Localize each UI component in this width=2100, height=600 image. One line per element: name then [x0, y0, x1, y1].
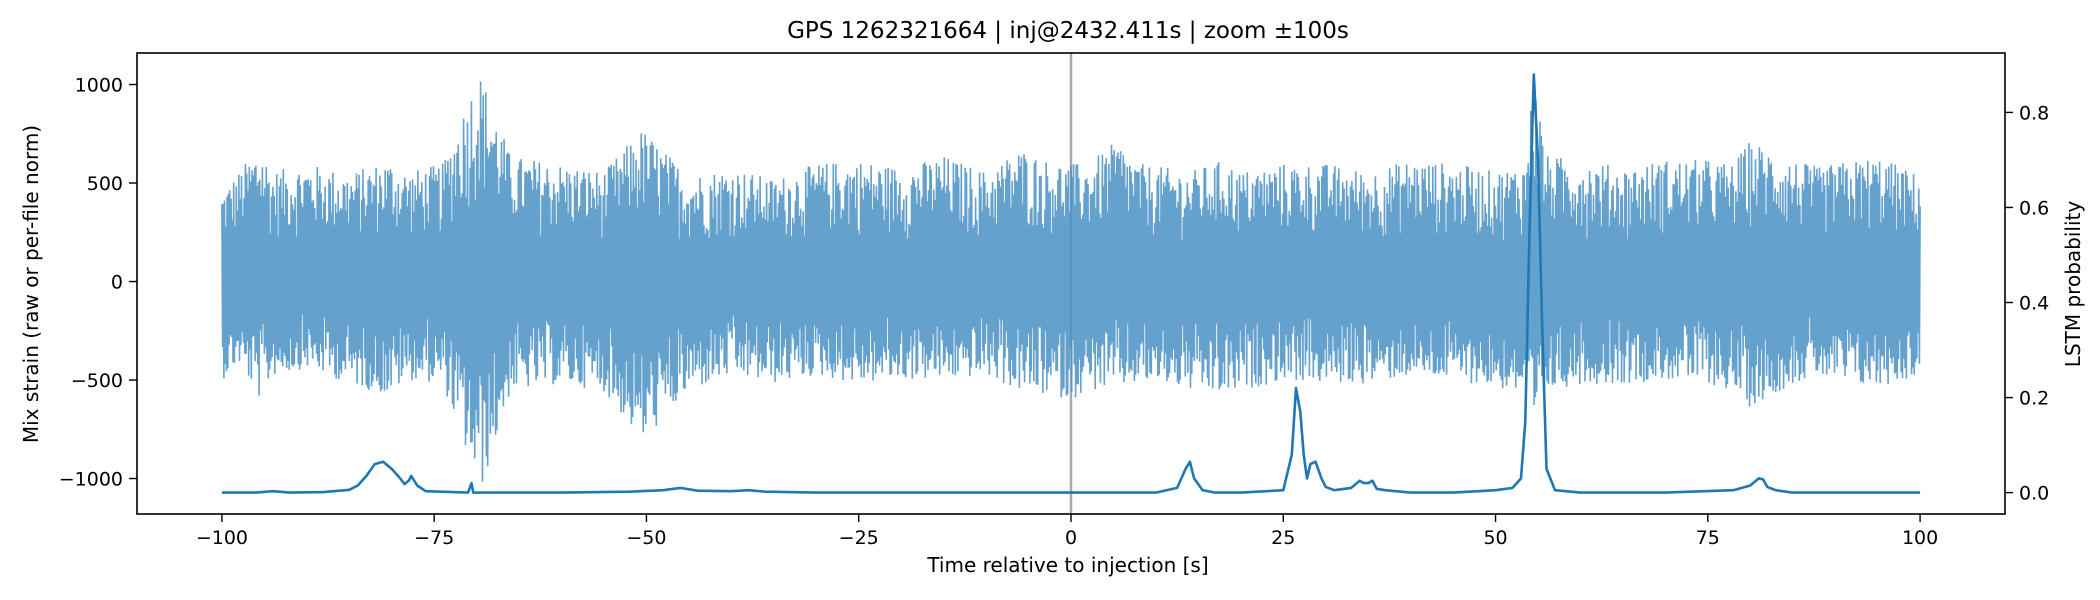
x-tick-label: 0: [1065, 527, 1077, 549]
y2-tick-label: 0.0: [2019, 483, 2049, 505]
y2-tick-label: 0.6: [2019, 197, 2049, 219]
y-tick-label: −1000: [59, 469, 123, 491]
y2-tick-label: 0.8: [2019, 102, 2049, 124]
y2-axis-label: LSTM probability: [2061, 201, 2085, 368]
x-axis-label: Time relative to injection [s]: [926, 553, 1208, 577]
y-tick-label: 500: [87, 173, 123, 195]
y-tick-label: −500: [71, 370, 123, 392]
x-tick-label: −50: [626, 527, 666, 549]
x-tick-label: 25: [1271, 527, 1295, 549]
y-tick-label: 0: [111, 272, 123, 294]
x-tick-label: −75: [414, 527, 454, 549]
x-tick-label: −100: [196, 527, 248, 549]
probability-layer: [221, 73, 1921, 494]
plot-area: [221, 53, 1921, 514]
x-tick-label: 75: [1696, 527, 1720, 549]
y-axis-left: −1000 −500 0 500 1000: [59, 75, 137, 491]
strain-series-line: [221, 81, 1921, 482]
strain-layer: [221, 81, 1921, 482]
y-axis-right: 0.0 0.2 0.4 0.6 0.8: [2005, 102, 2049, 505]
probability-series-line: [221, 73, 1921, 494]
y-tick-label: 1000: [75, 75, 123, 97]
x-axis: −100 −75 −50 −25 0 25 50 75 100: [196, 514, 1938, 549]
y-axis-label: Mix strain (raw or per-file norm): [19, 125, 43, 443]
chart-title: GPS 1262321664 | inj@2432.411s | zoom ±1…: [787, 18, 1349, 44]
x-tick-label: 100: [1902, 527, 1938, 549]
y2-tick-label: 0.2: [2019, 388, 2049, 410]
x-tick-label: −25: [839, 527, 879, 549]
x-tick-label: 50: [1483, 527, 1507, 549]
y2-tick-label: 0.4: [2019, 293, 2049, 315]
